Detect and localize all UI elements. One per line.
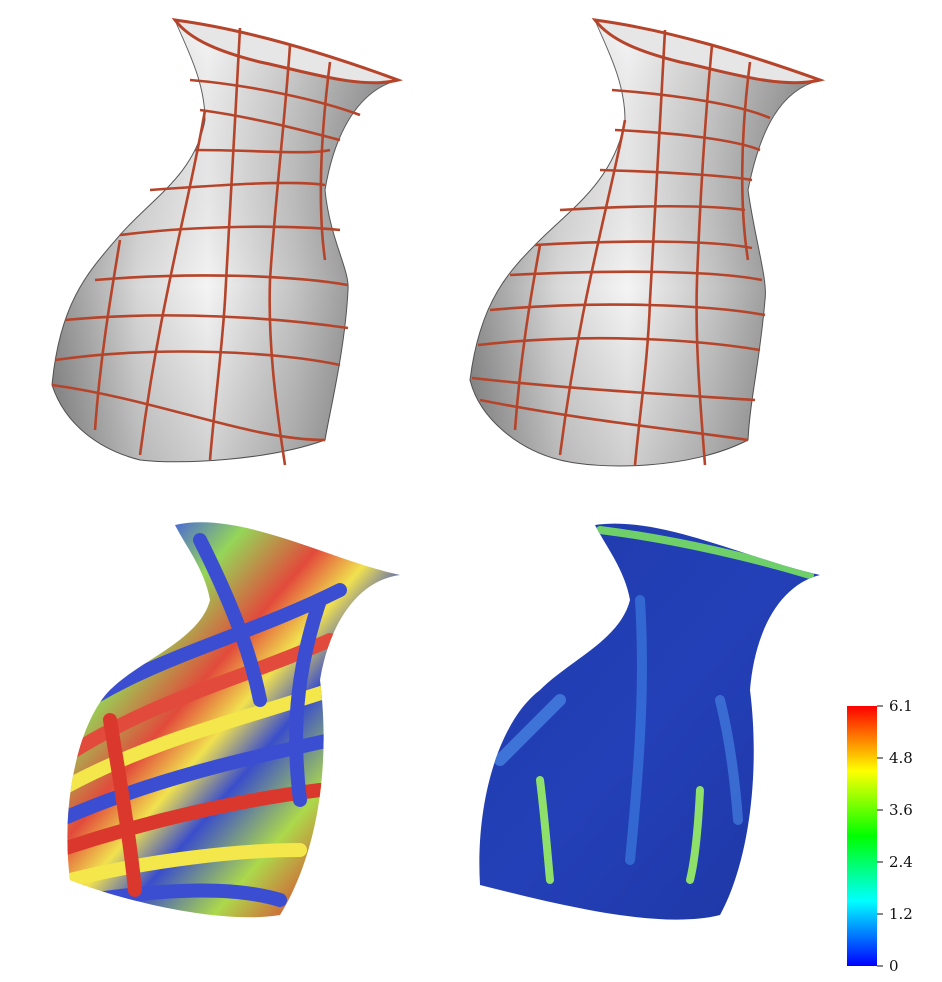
vase-rim	[591, 18, 826, 85]
colorbar: 6.1 4.8 3.6 2.4 1.2 0	[847, 697, 913, 975]
colorbar-ticks: 6.1 4.8 3.6 2.4 1.2 0	[877, 697, 913, 975]
curve-network	[471, 29, 771, 466]
colorbar-tick-label: 6.1	[889, 697, 913, 715]
colorbar-tick-label: 1.2	[889, 905, 913, 923]
colorbar-tick-label: 0	[889, 957, 899, 975]
colorbar-tick-label: 2.4	[889, 853, 913, 871]
colorbar-gradient	[847, 706, 877, 966]
vase-rim	[171, 18, 403, 85]
colorbar-tick-label: 4.8	[889, 749, 913, 767]
colorbar-tick-label: 3.6	[889, 801, 913, 819]
panel-top-left	[51, 18, 403, 466]
vase-surface-shadow	[52, 20, 398, 462]
panel-top-right	[469, 18, 826, 467]
curve-network	[51, 27, 361, 466]
panel-bottom-right	[479, 523, 820, 920]
vase-surface-shadow	[470, 20, 820, 466]
panel-bottom-left	[67, 522, 400, 918]
